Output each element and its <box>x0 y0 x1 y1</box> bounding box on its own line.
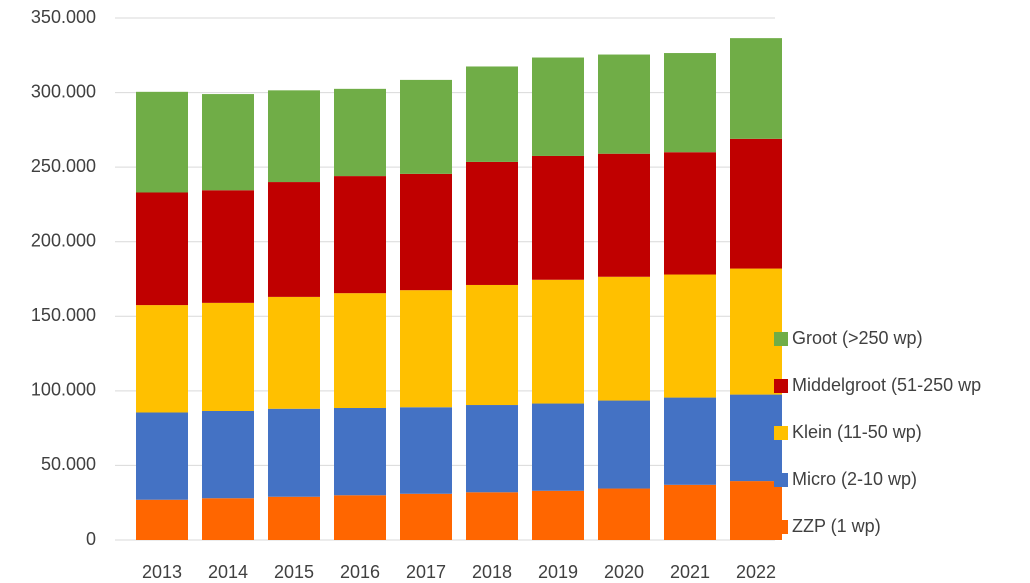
x-tick-label: 2017 <box>406 562 446 582</box>
bar-segment <box>136 192 188 306</box>
bar-segment <box>136 412 188 500</box>
bar-segment <box>268 496 320 540</box>
bar-segment <box>334 293 386 409</box>
y-tick-label: 100.000 <box>31 380 96 400</box>
bar-segment <box>334 408 386 496</box>
bar-segment <box>730 138 782 269</box>
bar-segment <box>664 274 716 398</box>
bar-segment <box>202 302 254 411</box>
legend-label: ZZP (1 wp) <box>792 516 881 536</box>
bar-segment <box>334 88 386 177</box>
bar-segment <box>532 490 584 540</box>
bar-segment <box>532 279 584 404</box>
bar-segment <box>466 405 518 493</box>
y-tick-label: 150.000 <box>31 305 96 325</box>
bar-segment <box>400 173 452 291</box>
bar-segment <box>136 91 188 193</box>
legend-swatch <box>774 332 788 346</box>
y-tick-label: 250.000 <box>31 156 96 176</box>
bar-segment <box>466 66 518 162</box>
bar-segment <box>532 403 584 491</box>
bar-segment <box>466 284 518 406</box>
y-tick-label: 350.000 <box>31 7 96 27</box>
legend-label: Micro (2-10 wp) <box>792 469 917 489</box>
bar-segment <box>730 394 782 482</box>
x-tick-label: 2019 <box>538 562 578 582</box>
bar-segment <box>202 410 254 499</box>
bar-segment <box>532 155 584 280</box>
legend-swatch <box>774 473 788 487</box>
x-tick-label: 2020 <box>604 562 644 582</box>
bar-segment <box>400 407 452 494</box>
legend-swatch <box>774 426 788 440</box>
bar-segment <box>202 94 254 191</box>
legend-swatch <box>774 520 788 534</box>
bar-segment <box>598 488 650 540</box>
y-tick-label: 200.000 <box>31 230 96 250</box>
bar-segment <box>664 484 716 540</box>
bar-segment <box>136 305 188 413</box>
bar-segment <box>400 79 452 174</box>
x-tick-label: 2013 <box>142 562 182 582</box>
bar-segment <box>598 54 650 154</box>
bar-segment <box>598 400 650 489</box>
bar-segment <box>466 161 518 285</box>
bar-segment <box>334 495 386 540</box>
legend-label: Groot (>250 wp) <box>792 328 923 348</box>
x-tick-label: 2016 <box>340 562 380 582</box>
bar-segment <box>730 481 782 540</box>
bar-segment <box>598 276 650 401</box>
legend-label: Middelgroot (51-250 wp <box>792 375 981 395</box>
legend-swatch <box>774 379 788 393</box>
bar-segment <box>730 38 782 139</box>
y-tick-label: 0 <box>86 529 96 549</box>
x-tick-label: 2014 <box>208 562 248 582</box>
bar-segment <box>664 152 716 275</box>
y-tick-label: 50.000 <box>41 454 96 474</box>
legend-label: Klein (11-50 wp) <box>792 422 922 442</box>
bar-segment <box>400 493 452 540</box>
bar-segment <box>730 268 782 395</box>
bar-segment <box>136 499 188 540</box>
x-tick-label: 2018 <box>472 562 512 582</box>
bar-segment <box>268 182 320 297</box>
bar-segment <box>466 492 518 540</box>
x-tick-label: 2021 <box>670 562 710 582</box>
bar-segment <box>202 498 254 540</box>
bar-segment <box>400 290 452 408</box>
bar-segment <box>598 153 650 277</box>
bar-segment <box>268 408 320 497</box>
x-tick-label: 2015 <box>274 562 314 582</box>
bar-segment <box>202 190 254 303</box>
bar-segment <box>268 90 320 183</box>
bar-segment <box>334 176 386 294</box>
y-tick-label: 300.000 <box>31 81 96 101</box>
bar-segment <box>664 397 716 485</box>
bar-segment <box>664 53 716 153</box>
x-tick-label: 2022 <box>736 562 776 582</box>
bar-segment <box>532 57 584 156</box>
bar-segment <box>268 296 320 409</box>
